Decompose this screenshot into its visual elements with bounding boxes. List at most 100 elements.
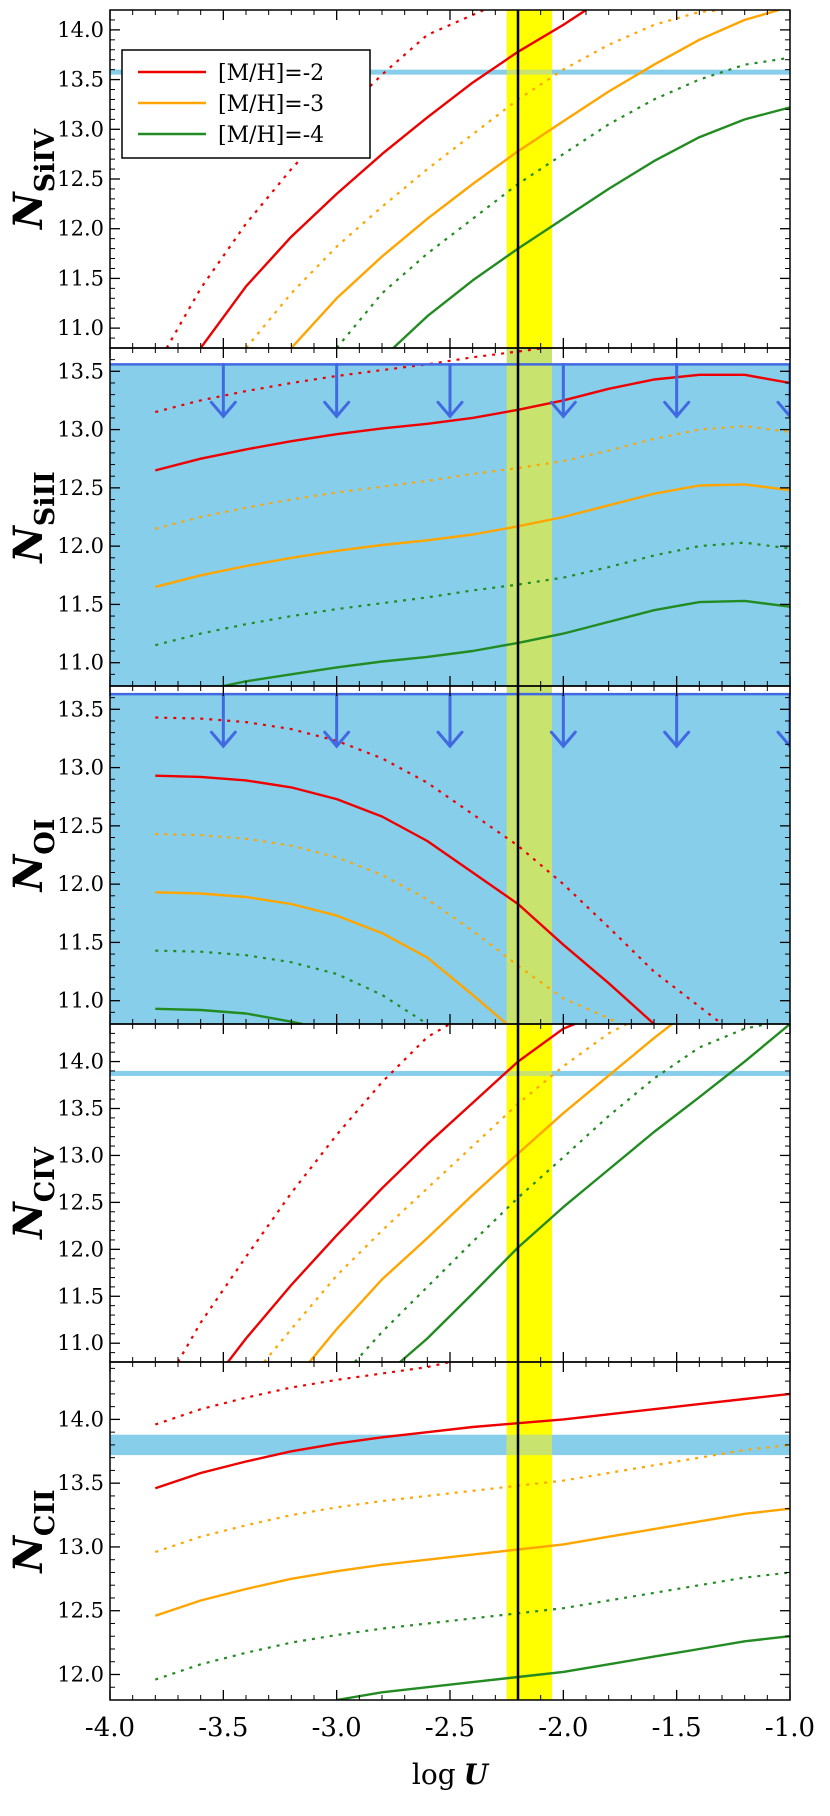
civ-series-2-solid-line xyxy=(308,1024,673,1362)
siii-upper-limit-arrow xyxy=(776,362,790,419)
arrow-head xyxy=(776,730,790,749)
siiv-y-tick-label: 12.5 xyxy=(57,167,104,191)
civ-y-axis-label: NCIV xyxy=(5,1146,61,1241)
siiv-y-axis-label: NSiIV xyxy=(5,128,61,231)
siiv-y-tick-label: 11.5 xyxy=(57,266,104,290)
cii-series-4-solid-line xyxy=(336,1635,790,1700)
oi-upper-limit-arrow xyxy=(436,692,464,749)
oi-series-1-dotted-line xyxy=(155,716,723,1024)
y-label-subscript: SiII xyxy=(30,471,61,526)
arrow-head xyxy=(323,400,351,419)
siii-y-tick-label: 13.5 xyxy=(57,359,104,383)
siiv-measurement-band xyxy=(110,69,790,75)
civ-measurement-band xyxy=(110,1070,790,1076)
oi-y-tick-label: 12.5 xyxy=(57,814,104,838)
siii-series-5-dotted-line xyxy=(155,541,790,647)
civ-y-tick-label: 14.0 xyxy=(57,1050,104,1074)
x-tick-label: -3.0 xyxy=(312,1713,362,1743)
siiv-y-tick-label: 12.0 xyxy=(57,217,104,241)
arrow-head xyxy=(663,400,691,419)
civ-y-tick-label: 12.5 xyxy=(57,1190,104,1214)
cii-band-overlap xyxy=(506,1434,552,1456)
siiv-band-overlap xyxy=(506,69,552,75)
arrow-head xyxy=(209,730,237,749)
cii-series-3-dotted-line xyxy=(154,1443,790,1554)
siii-y-tick-label: 12.5 xyxy=(57,476,104,500)
siii-series-2-solid-line xyxy=(155,483,790,589)
siiv-series-2-solid-line xyxy=(290,10,780,348)
y-label-main: N xyxy=(5,1201,52,1241)
cii-series-1-dotted-line xyxy=(154,1362,451,1426)
siiv-series-0-solid-line xyxy=(199,10,587,348)
legend-entry-label: [M/H]=-4 xyxy=(218,123,324,148)
oi-upper-limit-arrow xyxy=(323,692,351,749)
cii-y-axis-label: NCII xyxy=(5,1489,61,1574)
cii-series-0-solid-line xyxy=(154,1392,790,1490)
siiv-series-3-dotted-line xyxy=(245,10,723,348)
oi-upper-limit-arrow xyxy=(663,692,691,749)
cii-y-tick-label: 12.5 xyxy=(57,1599,104,1623)
arrow-head xyxy=(436,400,464,419)
siii-series-4-solid-line xyxy=(223,599,790,686)
civ-y-tick-label: 13.5 xyxy=(57,1097,104,1121)
siii-y-tick-label: 12.0 xyxy=(57,534,104,558)
siii-upper-limit-arrow xyxy=(549,362,577,419)
cii-y-tick-label: 13.0 xyxy=(57,1535,104,1559)
arrow-head xyxy=(436,730,464,749)
civ-series-5-dotted-line xyxy=(353,1024,768,1362)
arrow-head xyxy=(549,730,577,749)
x-label-variable: U xyxy=(464,1758,490,1791)
civ-logu-highlight-band xyxy=(506,1024,552,1362)
oi-series-3-dotted-line xyxy=(155,832,621,1024)
siii-y-tick-label: 11.0 xyxy=(57,651,104,675)
civ-y-tick-label: 11.0 xyxy=(57,1331,104,1355)
siiv-y-tick-label: 14.0 xyxy=(57,18,104,42)
siiv-series-4-solid-line xyxy=(392,106,790,348)
cii-logu-highlight-band xyxy=(506,1362,552,1700)
civ-band-overlap xyxy=(506,1070,552,1076)
oi-series-5-dotted-line xyxy=(155,949,428,1024)
cii-y-tick-label: 14.0 xyxy=(57,1407,104,1431)
y-label-subscript: CIV xyxy=(30,1146,61,1202)
y-label-subscript: SiIV xyxy=(30,128,61,192)
y-label-main: N xyxy=(5,525,52,565)
siiv-y-tick-label: 11.0 xyxy=(57,316,104,340)
cii-y-tick-label: 13.5 xyxy=(57,1471,104,1495)
y-label-subscript: CII xyxy=(30,1489,61,1536)
siii-y-tick-label: 13.0 xyxy=(57,418,104,442)
legend-entry-label: [M/H]=-2 xyxy=(218,61,324,86)
oi-upper-limit-arrow xyxy=(776,692,790,749)
x-tick-label: -2.0 xyxy=(538,1713,588,1743)
oi-y-tick-label: 13.0 xyxy=(57,756,104,780)
civ-y-tick-label: 12.0 xyxy=(57,1237,104,1261)
oi-y-axis-label: NOI xyxy=(5,819,61,894)
x-label-prefix: log xyxy=(412,1758,456,1791)
siiv-y-tick-label: 13.5 xyxy=(57,68,104,92)
siii-upper-limit-arrow xyxy=(323,362,351,419)
cii-series-5-dotted-line xyxy=(154,1571,790,1681)
oi-series-4-solid-line xyxy=(155,1007,303,1024)
arrow-head xyxy=(776,400,790,419)
y-label-main: N xyxy=(5,191,52,231)
legend-entry-label: [M/H]=-3 xyxy=(218,92,324,117)
x-axis-label: log U xyxy=(412,1758,490,1791)
siii-upper-limit-arrow xyxy=(209,362,237,419)
oi-y-tick-label: 13.5 xyxy=(57,697,104,721)
civ-series-0-solid-line xyxy=(226,1024,576,1362)
siii-upper-limit-arrow xyxy=(436,362,464,419)
civ-series-4-solid-line xyxy=(399,1024,790,1362)
y-label-main: N xyxy=(5,853,52,893)
x-tick-label: -3.5 xyxy=(198,1713,248,1743)
y-label-main: N xyxy=(5,1535,52,1575)
x-tick-label: -1.5 xyxy=(652,1713,702,1743)
civ-y-tick-label: 11.5 xyxy=(57,1284,104,1308)
siii-upper-limit-arrow xyxy=(663,362,691,419)
cii-y-tick-label: 12.0 xyxy=(57,1662,104,1686)
siiv-series-5-dotted-line xyxy=(335,56,790,348)
arrow-head xyxy=(549,400,577,419)
siii-series-0-solid-line xyxy=(155,373,790,472)
y-label-subscript: OI xyxy=(30,819,61,855)
cii-series-2-solid-line xyxy=(154,1507,790,1617)
